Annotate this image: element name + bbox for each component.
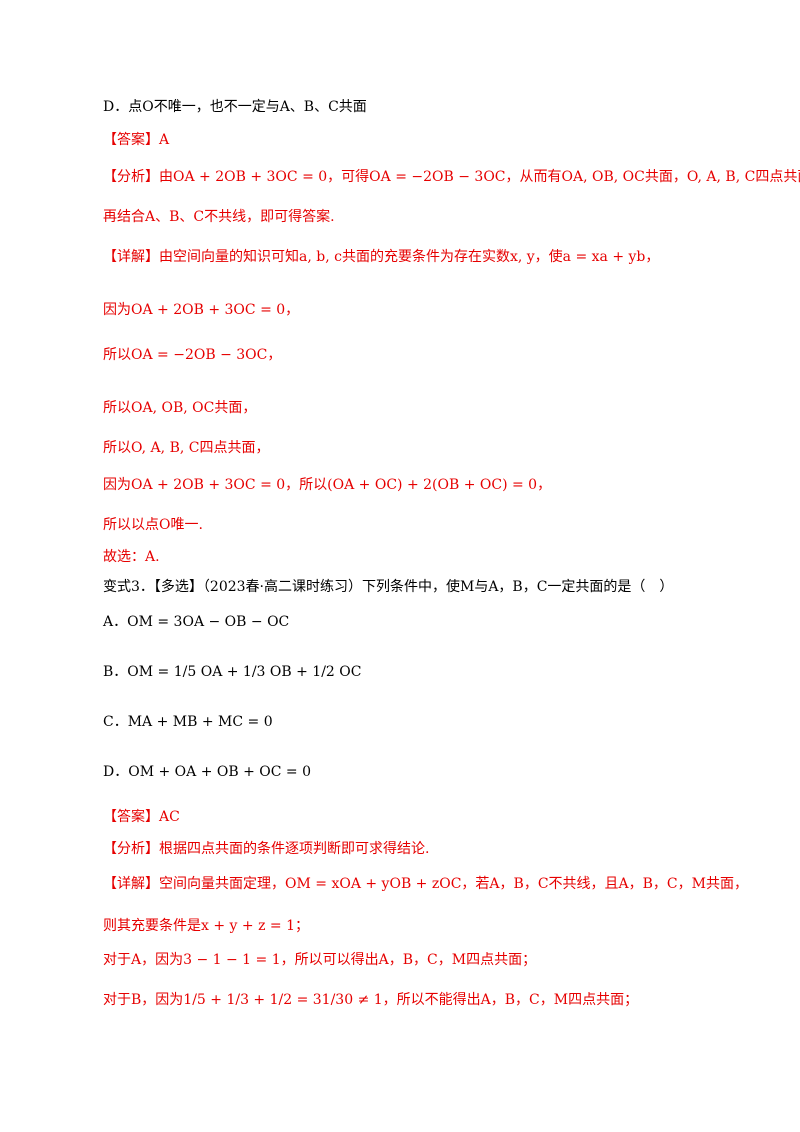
text-line: 【分析】根据四点共面的条件逐项判断即可求得结论. — [103, 841, 430, 857]
text-line: 变式3．【多选】（2023春·高二课时练习）下列条件中，使M与A，B，C一定共面… — [103, 579, 674, 595]
text-line: D．OM + OA + OB + OC = 0 — [103, 764, 312, 780]
text-line: 【答案】AC — [103, 809, 180, 825]
text-line: 【答案】A — [103, 132, 170, 148]
text-line: C．MA + MB + MC = 0 — [103, 714, 273, 730]
text-line: B．OM = 1/5 OA + 1/3 OB + 1/2 OC — [103, 664, 362, 680]
text-line: 所以OA, OB, OC共面， — [103, 400, 257, 416]
text-line: 所以以点O唯一. — [103, 517, 203, 533]
text-line: 所以OA = −2OB − 3OC， — [103, 347, 282, 363]
text-line: 对于B，因为1/5 + 1/3 + 1/2 = 31/30 ≠ 1，所以不能得出… — [103, 992, 639, 1008]
text-line: A．OM = 3OA − OB − OC — [103, 614, 290, 630]
text-line: 则其充要条件是x + y + z = 1； — [103, 918, 309, 934]
text-line: 【详解】空间向量共面定理，OM = xOA + yOB + zOC，若A，B，C… — [103, 876, 748, 892]
text-line: 对于A，因为3 − 1 − 1 = 1，所以可以得出A，B，C，M四点共面； — [103, 952, 537, 968]
text-line: 所以O, A, B, C四点共面， — [103, 440, 270, 456]
text-line: 故选：A. — [103, 549, 160, 565]
text-line: 因为OA + 2OB + 3OC = 0，所以(OA + OC) + 2(OB … — [103, 477, 552, 493]
text-line: 【详解】由空间向量的知识可知a, b, c共面的充要条件为存在实数x, y，使a… — [103, 249, 660, 265]
text-line: 再结合A、B、C不共线，即可得答案. — [103, 209, 335, 225]
text-line: D．点O不唯一，也不一定与A、B、C共面 — [103, 99, 367, 115]
text-line: 因为OA + 2OB + 3OC = 0， — [103, 302, 300, 318]
text-line: 【分析】由OA + 2OB + 3OC = 0，可得OA = −2OB − 3O… — [103, 169, 800, 185]
